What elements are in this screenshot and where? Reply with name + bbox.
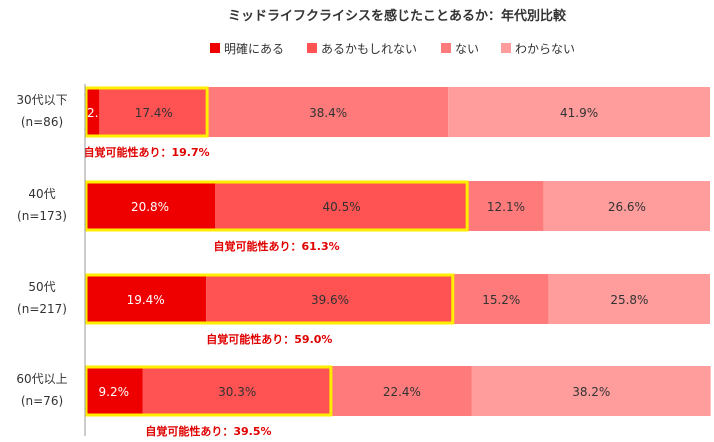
- data-label: 17.4%: [135, 106, 173, 120]
- bar-segment: [215, 181, 469, 231]
- bar-segment: [548, 274, 710, 324]
- bar-segment: [208, 87, 449, 137]
- annotation-label: 自覚可能性あり：61.3%: [213, 239, 339, 253]
- highlight-box: [84, 86, 209, 138]
- bar-segment: [471, 366, 711, 416]
- sample-size-label: (n=173): [17, 209, 67, 223]
- sample-size-label: (n=86): [21, 115, 63, 129]
- highlight-box: [84, 365, 333, 417]
- data-label: 40.5%: [323, 200, 361, 214]
- bar-segment: [85, 366, 143, 416]
- legend-label: あるかもしれない: [321, 42, 417, 56]
- legend-label: 明確にある: [224, 41, 284, 56]
- data-label: 41.9%: [560, 106, 598, 120]
- legend-swatch: [441, 43, 451, 53]
- chart-title: ミッドライフクライシスを感じたことあるか：年代別比較: [228, 8, 567, 24]
- bar-segment: [206, 274, 454, 324]
- legend-label: わからない: [515, 42, 575, 56]
- bar-segment: [85, 87, 100, 137]
- bar-segment: [331, 366, 472, 416]
- plot-area: 2.3%17.4%38.4%41.9%自覚可能性あり：19.7%30代以下(n=…: [16, 84, 711, 438]
- annotation-label: 自覚可能性あり：59.0%: [206, 332, 332, 346]
- data-label: 38.4%: [309, 106, 347, 120]
- category-label: 60代以上: [16, 372, 67, 386]
- data-label: 25.8%: [610, 293, 648, 307]
- legend-swatch: [210, 43, 220, 53]
- legend-swatch: [307, 43, 317, 53]
- category-label: 50代: [28, 280, 55, 294]
- category-label: 30代以下: [16, 93, 67, 107]
- bar-segment: [85, 274, 207, 324]
- bar-segment: [85, 181, 215, 231]
- data-label: 39.6%: [311, 293, 349, 307]
- highlight-box: [84, 180, 469, 232]
- data-label: 22.4%: [383, 385, 421, 399]
- data-label: 38.2%: [572, 385, 610, 399]
- data-label: 20.8%: [131, 200, 169, 214]
- sample-size-label: (n=217): [17, 302, 67, 316]
- category-label: 40代: [28, 187, 55, 201]
- legend: 明確にある あるかもしれない ない わからない: [210, 41, 575, 56]
- data-label: 9.2%: [99, 385, 130, 399]
- legend-label: ない: [455, 42, 479, 56]
- bar-segment: [448, 87, 710, 137]
- bar-segment: [142, 366, 332, 416]
- bar-segment: [453, 274, 549, 324]
- bar-segment: [543, 181, 710, 231]
- bar-segment: [99, 87, 209, 137]
- legend-swatch: [501, 43, 511, 53]
- annotation-label: 自覚可能性あり：39.5%: [145, 424, 271, 438]
- data-label: 30.3%: [218, 385, 256, 399]
- data-label: 12.1%: [487, 200, 525, 214]
- annotation-label: 自覚可能性あり：19.7%: [83, 145, 209, 159]
- data-label: 15.2%: [482, 293, 520, 307]
- data-label: 19.4%: [127, 293, 165, 307]
- highlight-box: [84, 273, 455, 325]
- data-label: 26.6%: [608, 200, 646, 214]
- bar-segment: [468, 181, 544, 231]
- sample-size-label: (n=76): [21, 394, 63, 408]
